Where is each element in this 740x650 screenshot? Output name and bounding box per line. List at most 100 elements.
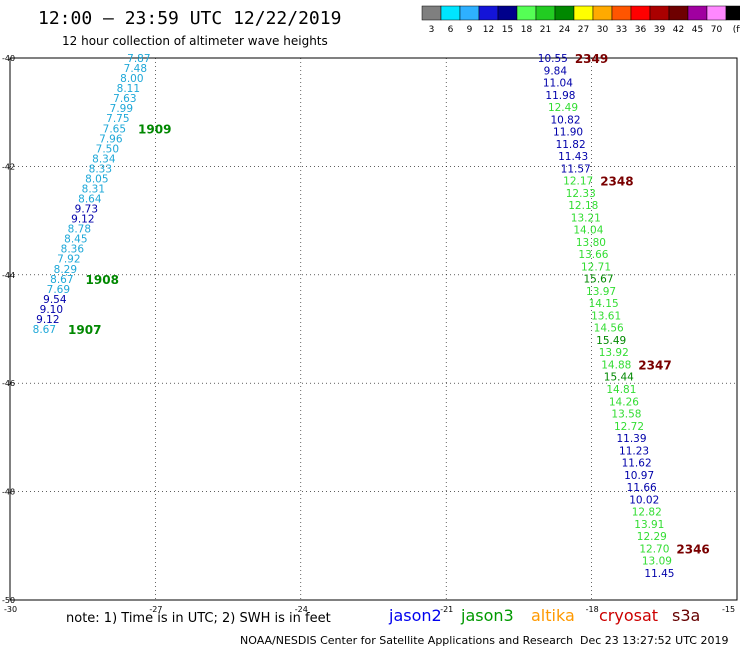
color-scale-label: 15 xyxy=(502,25,513,35)
wave-height-label: 13.97 xyxy=(586,286,616,298)
wave-height-label: 8.11 xyxy=(117,83,140,95)
wave-height-label: 11.04 xyxy=(543,78,573,90)
color-scale-label: 39 xyxy=(654,25,666,35)
wave-height-label: 11.39 xyxy=(616,433,646,445)
units-note: note: 1) Time is in UTC; 2) SWH is in fe… xyxy=(66,611,331,626)
wave-height-label: 12.29 xyxy=(637,531,667,543)
color-scale-label: 33 xyxy=(616,25,627,35)
color-swatch xyxy=(725,5,740,21)
wave-height-label: 7.65 xyxy=(103,123,126,135)
wave-height-label: 7.69 xyxy=(47,284,70,296)
color-scale-label: 3 xyxy=(429,25,435,35)
wave-height-label: 8.78 xyxy=(68,224,91,236)
wave-height-label: 8.00 xyxy=(120,73,143,85)
lon-tick-label: -30 xyxy=(4,605,17,614)
color-scale-label: 36 xyxy=(635,25,647,35)
wave-height-label: 12.17 xyxy=(563,176,593,188)
lon-tick-label: -24 xyxy=(295,605,308,614)
pass-time-label: 2348 xyxy=(600,175,633,189)
wave-height-label: 8.29 xyxy=(54,264,77,276)
lon-tick-label: -15 xyxy=(722,605,735,614)
legend-altika: altika xyxy=(531,606,575,625)
color-scale-label: 18 xyxy=(521,25,533,35)
wave-height-label: 12.33 xyxy=(566,188,596,200)
wave-height-label: 12.70 xyxy=(639,543,669,555)
wave-height-label: 8.45 xyxy=(64,234,87,246)
wave-height-label: 9.10 xyxy=(40,304,63,316)
wave-height-label: 8.05 xyxy=(85,173,108,185)
color-scale-label: 45 xyxy=(692,25,703,35)
wave-height-label: 14.81 xyxy=(606,384,636,396)
pass-time-label: 2346 xyxy=(676,542,709,556)
legend-jason3: jason3 xyxy=(461,606,514,625)
lat-tick-label: -48 xyxy=(2,488,15,497)
wave-height-label: 13.21 xyxy=(571,212,601,224)
wave-height-label: 15.44 xyxy=(604,372,634,384)
wave-height-label: 11.90 xyxy=(553,127,583,139)
footer-timestamp: Dec 23 13:27:52 UTC 2019 xyxy=(580,634,729,647)
wave-height-label: 9.54 xyxy=(43,294,67,306)
wave-height-label: 10.82 xyxy=(550,114,580,126)
wave-height-label: 8.34 xyxy=(92,153,116,165)
wave-height-label: 14.04 xyxy=(573,225,603,237)
wave-height-label: 13.66 xyxy=(578,249,608,261)
color-scale-label: 12 xyxy=(483,25,494,35)
wave-height-label: 9.12 xyxy=(36,314,59,326)
lon-tick-label: -18 xyxy=(586,605,599,614)
color-scale-label: 30 xyxy=(597,25,609,35)
color-scale-label: 24 xyxy=(559,25,571,35)
color-scale-label: 70 xyxy=(711,25,723,35)
wave-height-label: 7.99 xyxy=(110,103,133,115)
pass-time-label: 2347 xyxy=(638,358,671,372)
color-scale-label: 9 xyxy=(467,25,473,35)
wave-height-label: 12.18 xyxy=(568,200,598,212)
wave-height-label: 13.61 xyxy=(591,310,621,322)
wave-height-label: 12.71 xyxy=(581,261,611,273)
wave-height-label: 13.80 xyxy=(576,237,606,249)
wave-height-label: 12.82 xyxy=(632,507,662,519)
wave-height-label: 7.96 xyxy=(99,133,123,145)
wave-height-label: 9.73 xyxy=(75,204,98,216)
wave-height-label: 11.82 xyxy=(556,139,586,151)
lat-tick-label: -50 xyxy=(2,596,15,605)
map-plot: -40 -42 -44 -46 -48 -50-30 -27 -24 -21 -18 -15 7.87… xyxy=(2,52,738,614)
wave-height-label: 7.63 xyxy=(113,93,136,105)
wave-height-label: 11.62 xyxy=(622,458,652,470)
wave-height-label: 15.67 xyxy=(583,274,613,286)
pass-time-label: 1908 xyxy=(86,273,119,287)
color-scale-label: 27 xyxy=(578,25,589,35)
color-scale-label: 21 xyxy=(540,25,551,35)
wave-height-label: 11.66 xyxy=(627,482,657,494)
wave-height-label: 13.92 xyxy=(599,347,629,359)
wave-height-label: 9.12 xyxy=(71,214,94,226)
wave-height-label: 13.09 xyxy=(642,556,672,568)
lat-tick-label: -44 xyxy=(2,271,15,280)
color-scale-label: 42 xyxy=(673,25,684,35)
wave-height-label: 12.72 xyxy=(614,421,644,433)
lat-tick-label: -40 xyxy=(2,54,15,63)
wave-height-label: 8.36 xyxy=(61,244,85,256)
wave-height-label: 14.26 xyxy=(609,396,639,408)
color-scale-label: 6 xyxy=(448,25,454,35)
lat-tick-label: -42 xyxy=(2,162,15,171)
legend-jason2: jason2 xyxy=(389,606,442,625)
wave-height-label: 7.75 xyxy=(106,113,129,125)
wave-height-label: 11.43 xyxy=(558,151,588,163)
wave-height-label: 13.91 xyxy=(634,519,664,531)
wave-height-label: 8.64 xyxy=(78,194,102,206)
wave-height-label: 7.92 xyxy=(57,254,80,266)
map-frame xyxy=(9,57,738,601)
lon-tick-label: -27 xyxy=(149,605,162,614)
wave-height-label: 8.31 xyxy=(82,183,105,195)
wave-height-label: 11.23 xyxy=(619,445,649,457)
lon-tick-label: -21 xyxy=(440,605,453,614)
wave-height-label: 15.49 xyxy=(596,335,626,347)
wave-height-label: 11.57 xyxy=(561,163,591,175)
wave-height-label: 7.50 xyxy=(96,143,119,155)
page-subtitle: 12 hour collection of altimeter wave hei… xyxy=(62,34,328,48)
wave-height-label: 14.88 xyxy=(601,359,631,371)
wave-height-label: 10.55 xyxy=(538,53,568,65)
wave-height-label: 9.84 xyxy=(544,65,568,77)
